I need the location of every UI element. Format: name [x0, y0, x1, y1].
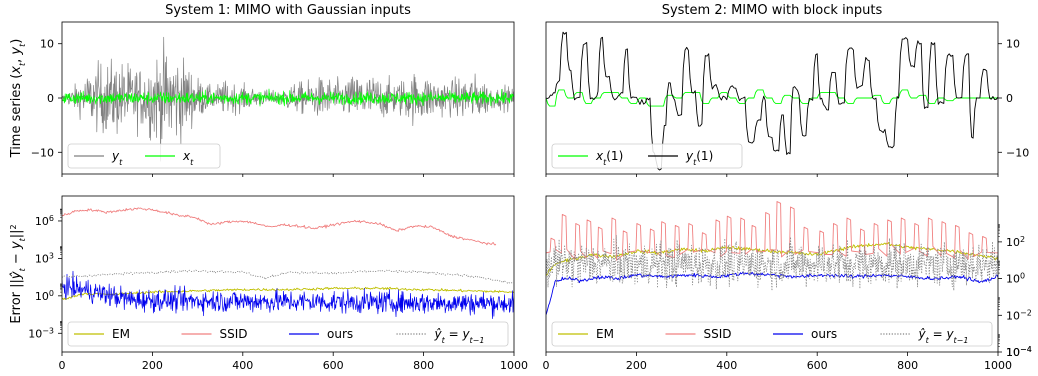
y-tick-label: 103 [35, 251, 54, 266]
y-tick-label: 0 [47, 92, 54, 105]
legend-label: ours [327, 327, 353, 341]
legend: EM SSID ours ŷt = yt−1 [551, 321, 993, 347]
y-axis-label: Time series (xt, yt) [9, 39, 27, 159]
y-tick-label: 0 [1006, 92, 1013, 105]
series-tyt1 [62, 269, 514, 284]
x-tick-label: 200 [142, 359, 163, 372]
y-tick-label: 106 [35, 213, 54, 228]
legend-label: SSID [704, 327, 732, 341]
series-ssid [546, 201, 998, 261]
legend: EM SSID ours ŷt = yt−1 [67, 321, 509, 347]
x-tick-label: 1000 [500, 359, 528, 372]
y-tick-label: −10 [31, 146, 54, 159]
axes-frame [545, 195, 999, 353]
legend-label: yt(1) [685, 149, 713, 167]
legend-box [551, 321, 993, 347]
y-tick-label: 10 [40, 38, 54, 51]
panel-time-series-system-2: −10 0 10 xt(1) yt(1) [545, 21, 1029, 177]
legend-label: xt(1) [595, 149, 623, 167]
plot-area [546, 31, 998, 171]
y-tick-label: 10−4 [1006, 345, 1032, 360]
legend-label: ours [811, 327, 837, 341]
plot-area [546, 201, 998, 315]
x-tick-label: 0 [59, 359, 66, 372]
title-system-1: System 1: MIMO with Gaussian inputs [165, 3, 411, 18]
y-tick-label: 10 [1006, 38, 1020, 51]
y-tick-label: 10−3 [28, 326, 54, 341]
y-tick-label: −10 [1006, 146, 1029, 159]
series-em [546, 242, 998, 276]
x-tick-label: 1000 [984, 359, 1012, 372]
legend: yt xt [67, 143, 221, 169]
x-tick-label: 400 [716, 359, 737, 372]
legend-box [67, 143, 221, 169]
legend-box [551, 143, 743, 169]
series-tyt1 [546, 234, 998, 292]
series-em [62, 286, 514, 300]
title-system-2: System 2: MIMO with block inputs [662, 3, 883, 18]
y-tick-label: 10−2 [1006, 308, 1032, 323]
x-tick-label: 0 [543, 359, 550, 372]
series-xt [62, 88, 514, 107]
plot-area [62, 36, 514, 162]
y-tick-label: 100 [35, 288, 54, 303]
legend-label: EM [112, 327, 130, 341]
y-tick-label: 102 [1006, 234, 1025, 249]
series-yt1 [546, 31, 998, 171]
legend-label: yt [111, 149, 123, 167]
axes-frame [61, 195, 515, 353]
x-tick-label: 800 [897, 359, 918, 372]
x-tick-label: 400 [232, 359, 253, 372]
x-tick-label: 600 [323, 359, 344, 372]
series-ours [62, 270, 514, 319]
y-tick-label: 100 [1006, 271, 1025, 286]
legend-box [67, 321, 509, 347]
y-tick-label: 10−4 [1006, 345, 1032, 360]
legend-label: xt [182, 149, 194, 167]
panel-time-series-system-1: −10 0 10 Time series (xt, yt) yt xt [9, 21, 515, 177]
plot-area [62, 207, 514, 319]
legend-label: ŷt = yt−1 [434, 327, 485, 345]
legend-label: ŷt = yt−1 [918, 327, 969, 345]
series-ours [546, 271, 998, 315]
panel-error-system-1: 10−3 100 103 106 0 200 400 600 800 1000 Error ||ŷt… [9, 195, 528, 372]
x-tick-label: 200 [626, 359, 647, 372]
legend: xt(1) yt(1) [551, 143, 743, 169]
x-tick-label: 800 [413, 359, 434, 372]
legend-label: EM [596, 327, 614, 341]
series-xt1 [546, 89, 998, 107]
series-ssid [62, 207, 497, 246]
legend-label: SSID [220, 327, 248, 341]
y-axis-label: Error ||ŷt − yt||2 [9, 224, 27, 323]
x-tick-label: 600 [807, 359, 828, 372]
